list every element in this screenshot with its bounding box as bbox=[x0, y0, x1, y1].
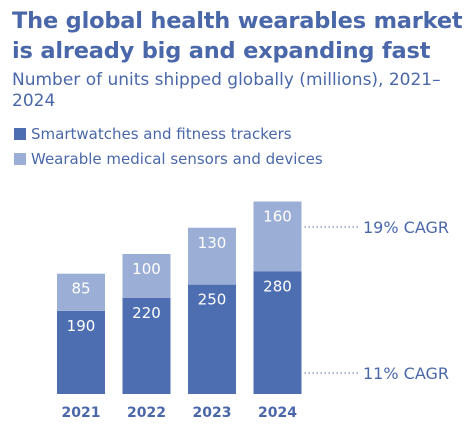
legend-item-smartwatches: Smartwatches and fitness trackers bbox=[14, 121, 323, 146]
data-label: 250 bbox=[198, 291, 227, 309]
chart-subtitle: Number of units shipped globally (millio… bbox=[12, 70, 441, 111]
cagr-annotation: 19% CAGR bbox=[363, 218, 449, 237]
bar-segment bbox=[57, 273, 105, 311]
bar-segment bbox=[188, 284, 236, 394]
data-label: 130 bbox=[198, 234, 227, 252]
legend-label: Wearable medical sensors and devices bbox=[31, 149, 323, 168]
legend-label: Smartwatches and fitness trackers bbox=[31, 124, 292, 143]
x-tick-label: 2024 bbox=[258, 405, 297, 421]
data-label: 220 bbox=[132, 304, 161, 322]
cagr-annotation: 11% CAGR bbox=[363, 364, 449, 383]
legend-item-medical-sensors: Wearable medical sensors and devices bbox=[14, 146, 323, 171]
bar-segment bbox=[253, 201, 302, 272]
legend-swatch bbox=[14, 152, 26, 165]
legend: Smartwatches and fitness trackers Wearab… bbox=[14, 121, 323, 171]
bar-segment bbox=[57, 310, 105, 394]
bar-segment bbox=[188, 227, 236, 285]
bar-segment bbox=[253, 271, 302, 394]
x-tick-label: 2021 bbox=[62, 405, 101, 421]
chart-title: The global health wearables market is al… bbox=[12, 8, 463, 64]
legend-swatch bbox=[14, 127, 26, 140]
data-label: 100 bbox=[132, 260, 161, 278]
bar-segment bbox=[122, 254, 171, 298]
data-label: 280 bbox=[263, 278, 292, 296]
data-label: 160 bbox=[263, 208, 292, 226]
data-label: 190 bbox=[67, 317, 96, 335]
bar-segment bbox=[122, 297, 171, 394]
data-label: 85 bbox=[71, 280, 90, 298]
x-tick-label: 2022 bbox=[127, 405, 166, 421]
x-tick-label: 2023 bbox=[193, 405, 232, 421]
